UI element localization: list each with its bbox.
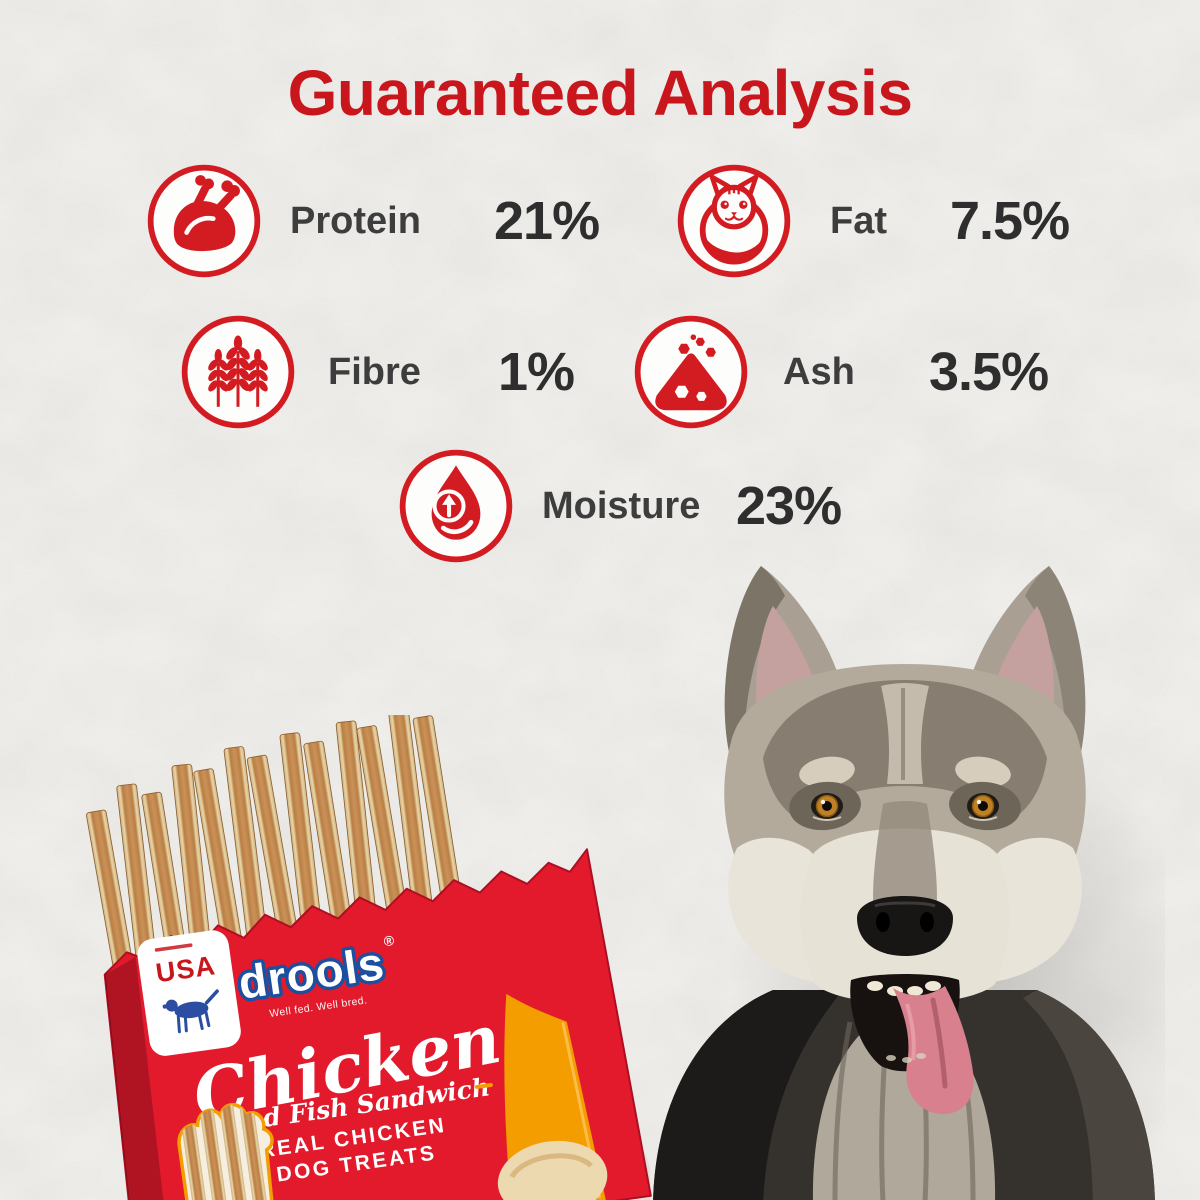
nutrient-ash: Ash 3.5% xyxy=(633,314,1049,430)
nutrient-label: Protein xyxy=(290,199,421,242)
chicken-window xyxy=(177,1099,276,1200)
nutrient-fibre: Fibre 1% xyxy=(180,314,575,430)
nutrient-value: 3.5% xyxy=(929,342,1049,402)
chicken-icon xyxy=(146,163,262,279)
nutrient-protein: Protein 21% xyxy=(146,163,600,279)
usa-badge: USA xyxy=(137,930,241,1056)
husky-dog-photo xyxy=(653,566,1165,1200)
pointer-dog-icon xyxy=(162,989,219,1034)
nutrient-label: Ash xyxy=(783,350,855,393)
nutrient-value: 23% xyxy=(736,476,842,536)
cat-icon xyxy=(676,163,792,279)
nutrient-value: 7.5% xyxy=(950,191,1070,251)
nutrient-value: 21% xyxy=(494,191,600,251)
water-drop-icon xyxy=(398,448,514,564)
ash-pile-icon xyxy=(633,314,749,430)
product-package: USA drools ® Well fed. Well bred. Chicke… xyxy=(86,715,652,1200)
registered-mark: ® xyxy=(383,932,396,949)
wheat-icon xyxy=(180,314,296,430)
page-title: Guaranteed Analysis xyxy=(287,57,913,129)
nutrient-label: Fat xyxy=(830,199,887,242)
nutrient-label: Fibre xyxy=(328,350,421,393)
nutrient-value: 1% xyxy=(498,342,575,402)
nutrient-fat: Fat 7.5% xyxy=(676,163,1070,279)
nutrient-label: Moisture xyxy=(542,484,701,527)
dog-left-eye xyxy=(811,793,843,821)
dog-right-eye xyxy=(967,793,999,821)
nutrient-moisture: Moisture 23% xyxy=(398,448,842,564)
